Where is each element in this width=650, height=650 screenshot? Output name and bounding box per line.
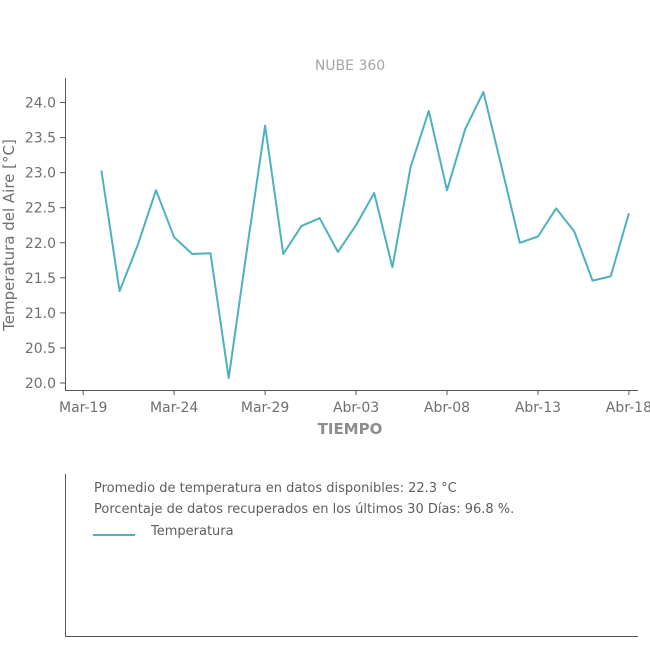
series-line-temperature xyxy=(100,91,630,380)
x-tick-label: Abr-18 xyxy=(606,400,650,416)
plot-area: 20.0 20.5 21.0 21.5 22.0 22.5 23.0 23.5 24.0 Mar-… xyxy=(25,78,650,416)
average-temperature-text: Promedio de temperatura en datos disponi… xyxy=(94,481,457,496)
x-tick-label: Mar-19 xyxy=(59,400,107,416)
y-tick-label: 22.0 xyxy=(25,236,56,252)
x-axis-label: TIEMPO xyxy=(318,420,383,438)
x-tick-label: Abr-03 xyxy=(333,400,379,416)
chart-title: NUBE 360 xyxy=(315,58,385,74)
y-tick-label: 22.5 xyxy=(25,201,56,217)
x-tick-label: Mar-24 xyxy=(150,400,198,416)
y-tick-label: 21.5 xyxy=(25,271,56,287)
recovered-data-percentage-text: Porcentaje de datos recuperados en los ú… xyxy=(94,502,515,517)
y-tick-label: 20.0 xyxy=(25,376,56,392)
y-tick-label: 23.0 xyxy=(25,166,56,182)
y-axis-label: Temperatura del Aire [°C] xyxy=(0,139,18,332)
x-tick-label: Abr-08 xyxy=(424,400,470,416)
y-tick-label: 20.5 xyxy=(25,341,56,357)
y-tick-label: 23.5 xyxy=(25,131,56,147)
y-tick-label: 24.0 xyxy=(25,96,56,112)
y-tick-label: 21.0 xyxy=(25,306,56,322)
x-tick-label: Abr-13 xyxy=(515,400,561,416)
x-tick-label: Mar-29 xyxy=(241,400,289,416)
